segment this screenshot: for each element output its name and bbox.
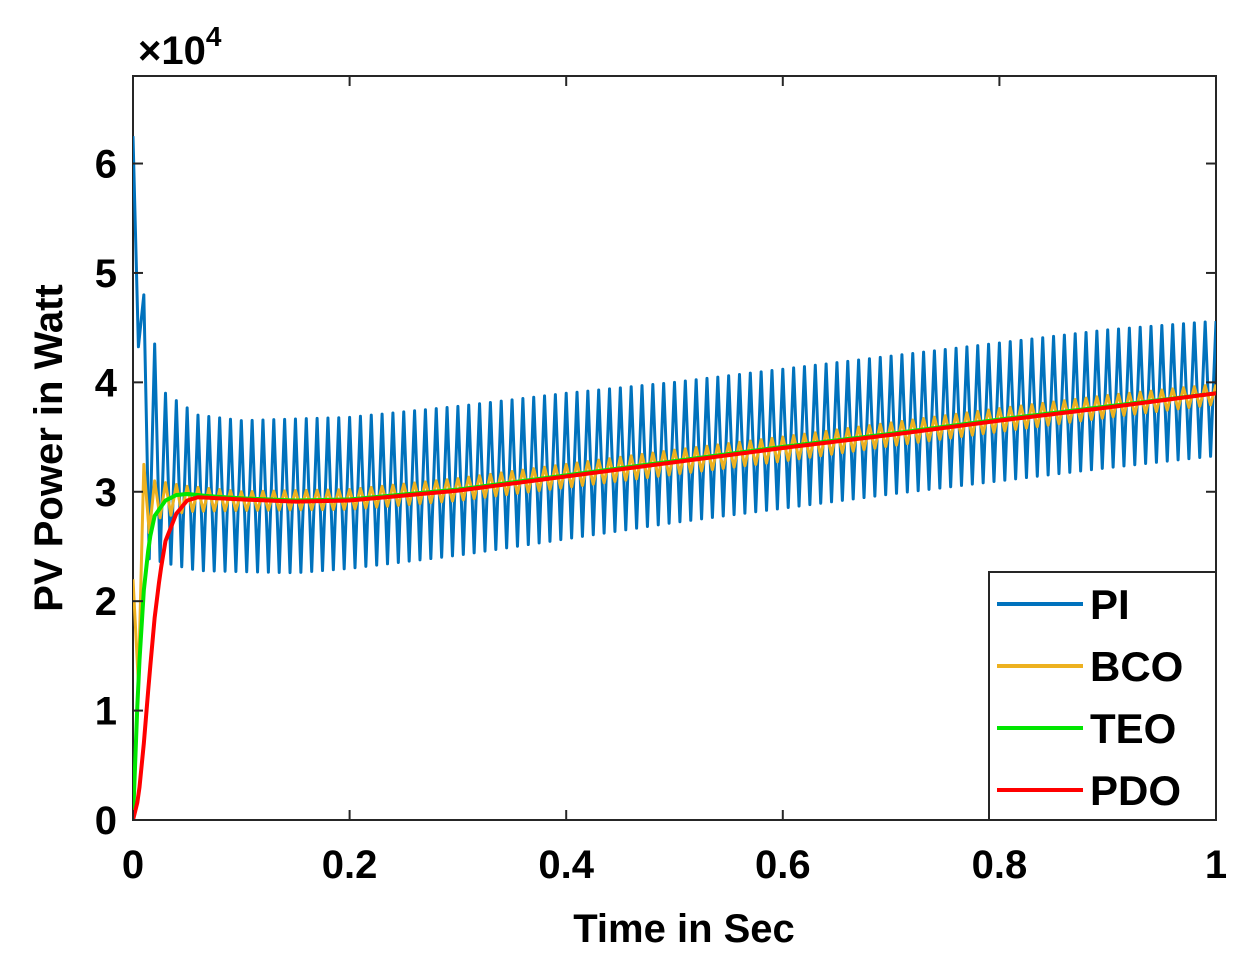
x-axis-label: Time in Sec bbox=[573, 907, 795, 951]
y-axis-label: PV Power in Watt bbox=[27, 284, 71, 611]
x-tick-label: 0.4 bbox=[538, 843, 594, 887]
series-layer bbox=[133, 136, 1216, 820]
y-tick-label: 3 bbox=[95, 471, 117, 515]
y-multiplier-base: ×10 bbox=[138, 29, 206, 73]
legend-box bbox=[988, 571, 1217, 821]
y-multiplier-exponent: 4 bbox=[206, 21, 222, 52]
legend-label-pdo: PDO bbox=[1090, 767, 1181, 814]
legend: PI BCO TEO PDO bbox=[988, 571, 1217, 821]
series-line-pdo bbox=[133, 391, 1216, 820]
series-line-pi bbox=[133, 136, 1216, 575]
legend-label-pi: PI bbox=[1090, 581, 1130, 628]
x-tick-label: 0.2 bbox=[322, 843, 378, 887]
y-tick-label: 6 bbox=[95, 143, 117, 187]
x-tick-label: 0.6 bbox=[755, 843, 811, 887]
x-tick-label: 0.8 bbox=[972, 843, 1028, 887]
tick-layer: 0 0.2 0.4 0.6 0.8 1 0 1 2 3 4 5 6 bbox=[95, 76, 1227, 887]
legend-label-bco: BCO bbox=[1090, 643, 1183, 690]
y-tick-label: 1 bbox=[95, 690, 117, 734]
y-multiplier-label: ×104 bbox=[138, 21, 222, 73]
y-tick-label: 4 bbox=[95, 361, 118, 405]
y-tick-label: 5 bbox=[95, 252, 117, 296]
x-tick-label: 0 bbox=[122, 843, 144, 887]
x-tick-label: 1 bbox=[1205, 843, 1227, 887]
y-tick-label: 0 bbox=[95, 799, 117, 843]
legend-label-teo: TEO bbox=[1090, 705, 1176, 752]
y-tick-label: 2 bbox=[95, 580, 117, 624]
